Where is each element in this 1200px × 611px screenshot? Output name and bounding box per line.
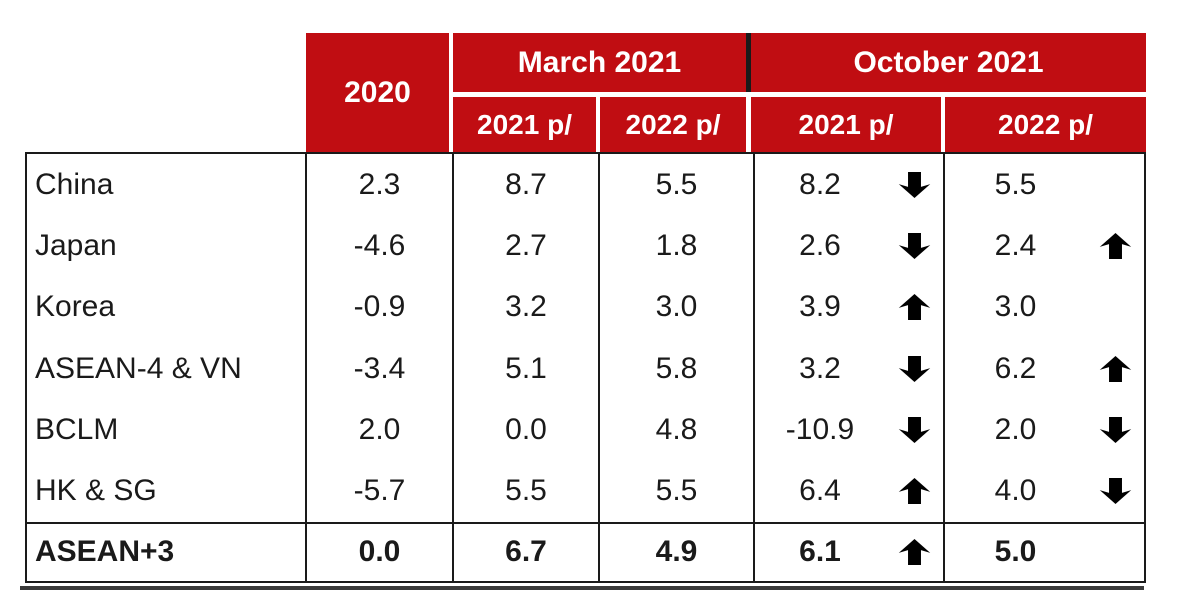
cell-october-2022p: 2.0	[943, 399, 1144, 461]
cell-value: 2.4	[994, 228, 1037, 262]
row-label: ASEAN+3	[27, 521, 305, 581]
header-group-october-2021: October 2021	[751, 33, 1146, 92]
cell-2020: -0.9	[305, 276, 452, 338]
cell-march-2021p: 3.2	[452, 276, 598, 338]
trend-arrow-icon	[885, 476, 943, 506]
cell-march-2022p: 5.5	[598, 154, 753, 216]
header-march-2021p: 2021 p/	[453, 97, 596, 152]
arrow-down-icon	[896, 354, 933, 384]
arrow-up-icon	[896, 476, 933, 506]
trend-arrow-icon	[885, 292, 943, 322]
cell-october-2021p: 6.1	[753, 521, 943, 581]
arrow-down-icon	[896, 415, 933, 445]
cell-value: 6.4	[799, 474, 841, 508]
cell-value: 2.0	[994, 412, 1037, 446]
cell-march-2021p: 0.0	[452, 399, 598, 461]
arrow-down-icon	[1097, 476, 1134, 506]
cell-october-2022p: 6.2	[943, 337, 1144, 400]
arrow-up-icon	[896, 292, 933, 322]
cell-march-2022p: 5.8	[598, 337, 753, 400]
cell-march-2021p: 5.1	[452, 337, 598, 400]
trend-arrow-icon	[885, 231, 943, 261]
cell-october-2022p: 5.5	[943, 154, 1144, 216]
trend-arrow-icon	[1086, 476, 1144, 506]
cell-value: 2.6	[799, 228, 841, 262]
cell-value: 3.2	[799, 351, 841, 385]
row-label: Japan	[35, 228, 117, 262]
trend-arrow-icon	[885, 354, 943, 384]
cell-march-2021p: 2.7	[452, 215, 598, 277]
arrow-down-icon	[1097, 415, 1134, 445]
arrow-up-icon	[896, 537, 933, 567]
trend-arrow-icon	[1086, 415, 1144, 445]
cell-value: 8.2	[799, 167, 841, 201]
cell-october-2021p: 6.4	[753, 460, 943, 522]
trend-arrow-icon	[885, 537, 943, 567]
cell-2020: 2.0	[305, 399, 452, 461]
cell-value: 6.2	[994, 351, 1037, 385]
cell-value: 6.1	[799, 535, 841, 569]
header-march-2022p: 2022 p/	[600, 97, 746, 152]
header-october-2021p: 2021 p/	[751, 97, 941, 152]
cell-october-2021p: 3.2	[753, 337, 943, 400]
cell-march-2022p: 4.9	[598, 521, 753, 581]
cell-march-2021p: 5.5	[452, 460, 598, 522]
cell-march-2022p: 5.5	[598, 460, 753, 522]
cell-value: -10.9	[785, 412, 855, 446]
cell-march-2021p: 6.7	[452, 521, 598, 581]
cell-october-2021p: 2.6	[753, 215, 943, 277]
row-label: China	[35, 167, 114, 201]
cell-value: 3.9	[799, 290, 841, 324]
cell-2020: 0.0	[305, 521, 452, 581]
arrow-up-icon	[1097, 231, 1134, 261]
header-group-march-2021: March 2021	[453, 33, 746, 92]
cell-october-2021p: -10.9	[753, 399, 943, 461]
cell-value: 3.0	[994, 290, 1037, 324]
cell-october-2021p: 3.9	[753, 276, 943, 338]
cell-2020: 2.3	[305, 154, 452, 216]
header-group-divider	[746, 33, 751, 92]
cell-october-2022p: 2.4	[943, 215, 1144, 277]
cell-october-2022p: 5.0	[943, 521, 1144, 581]
arrow-up-icon	[1097, 354, 1134, 384]
cell-value: 5.0	[994, 535, 1037, 569]
cell-october-2022p: 4.0	[943, 460, 1144, 522]
bottom-rule	[20, 586, 1144, 590]
cell-march-2022p: 3.0	[598, 276, 753, 338]
row-label: Korea	[35, 290, 116, 324]
cell-2020: -3.4	[305, 337, 452, 400]
cell-value: 5.5	[994, 167, 1037, 201]
trend-arrow-icon	[885, 415, 943, 445]
cell-2020: -5.7	[305, 460, 452, 522]
arrow-down-icon	[896, 170, 933, 200]
trend-arrow-icon	[885, 170, 943, 200]
arrow-down-icon	[896, 231, 933, 261]
table-body: China 2.3 8.7 5.5 8.2 5.5 Japan -4.6 2.7	[25, 152, 1146, 583]
cell-october-2021p: 8.2	[753, 154, 943, 216]
cell-march-2021p: 8.7	[452, 154, 598, 216]
trend-arrow-icon	[1086, 354, 1144, 384]
cell-october-2022p: 3.0	[943, 276, 1144, 338]
cell-march-2022p: 4.8	[598, 399, 753, 461]
cell-2020: -4.6	[305, 215, 452, 277]
row-label: HK & SG	[35, 474, 157, 508]
trend-arrow-icon	[1086, 231, 1144, 261]
row-label: ASEAN-4 & VN	[35, 351, 242, 385]
cell-value: 4.0	[994, 474, 1037, 508]
row-label: BCLM	[35, 412, 119, 446]
header-october-2022p: 2022 p/	[945, 97, 1146, 152]
header-2020: 2020	[306, 33, 449, 152]
cell-march-2022p: 1.8	[598, 215, 753, 277]
